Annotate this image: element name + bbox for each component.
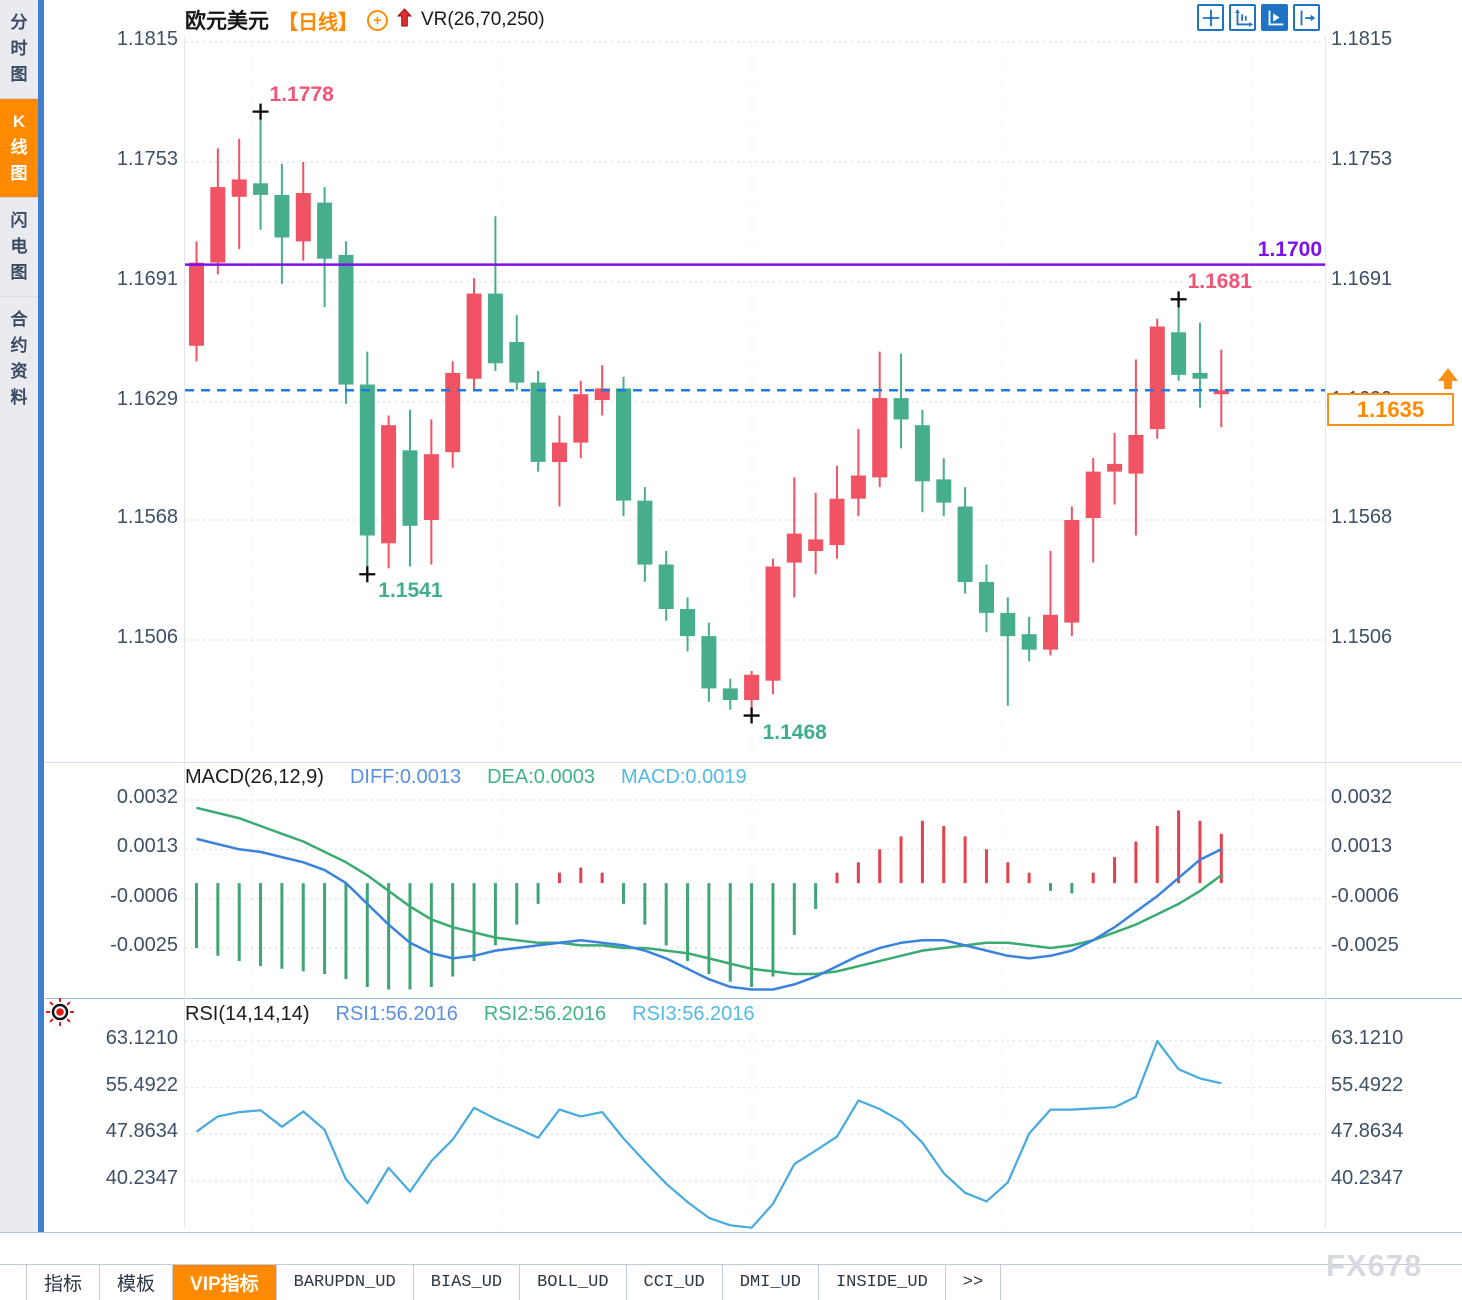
vr-indicator-label: VR(26,70,250) (421, 9, 545, 30)
rsi2-value: RSI2:56.2016 (483, 1003, 607, 1025)
sidebar-divider (38, 0, 44, 1232)
left-sidebar: 分时图 K线图 闪电图 合约资料 (0, 0, 38, 1232)
trend-play-icon[interactable] (1261, 4, 1288, 31)
tab-inside[interactable]: INSIDE_UD (819, 1265, 946, 1300)
tab-barupdn[interactable]: BARUPDN_UD (277, 1265, 414, 1300)
sidebar-tab-contract-info[interactable]: 合约资料 (0, 296, 38, 421)
sidebar-tab-timeshare[interactable]: 分时图 (0, 0, 38, 98)
symbol-title: 欧元美元 (185, 10, 269, 33)
sidebar-tab-label: 分时图 (10, 13, 28, 84)
current-price-badge: 1.1635 (1327, 393, 1454, 426)
tab-templates[interactable]: 模板 (100, 1265, 174, 1300)
tab-boll[interactable]: BOLL_UD (520, 1265, 627, 1300)
tab-bias[interactable]: BIAS_UD (414, 1265, 521, 1300)
macd-dea-value: DEA:0.0003 (487, 766, 595, 788)
macd-title: MACD(26,12,9) (185, 766, 324, 788)
tab-vip-indicators[interactable]: VIP指标 (173, 1265, 277, 1300)
sidebar-tab-label: K线图 (10, 112, 28, 183)
add-indicator-icon[interactable]: + (367, 9, 388, 31)
period-tag: 【日线】 (278, 11, 358, 34)
sidebar-tab-label: 闪电图 (10, 211, 28, 282)
rsi3-value: RSI3:56.2016 (632, 1003, 755, 1025)
tab-dmi[interactable]: DMI_UD (723, 1265, 819, 1300)
tab-indicators[interactable]: 指标 (26, 1265, 101, 1300)
tab-cci[interactable]: CCI_UD (627, 1265, 723, 1300)
macd-header: MACD(26,12,9) DIFF:0.0013 DEA:0.0003 MAC… (185, 766, 747, 789)
rsi-title: RSI(14,14,14) (185, 1003, 310, 1025)
sidebar-tab-kline[interactable]: K线图 (0, 98, 38, 197)
crosshair-icon[interactable] (1197, 4, 1224, 31)
axis-scale-icon[interactable] (1229, 4, 1256, 31)
rsi1-value: RSI1:56.2016 (335, 1003, 458, 1025)
macd-macd-value: MACD:0.0019 (620, 766, 747, 788)
sidebar-tab-lightning[interactable]: 闪电图 (0, 197, 38, 296)
macd-diff-value: DIFF:0.0013 (349, 766, 462, 788)
indicator-settings-icon[interactable] (45, 997, 75, 1032)
rsi-header: RSI(14,14,14) RSI1:56.2016 RSI2:56.2016 … (185, 1003, 755, 1026)
indicator-tab-bar: 指标 模板 VIP指标 BARUPDN_UD BIAS_UD BOLL_UD CCI_UD D… (0, 1264, 1462, 1300)
price-up-arrow-icon (1438, 368, 1458, 389)
date-axis-row (0, 1232, 1462, 1265)
toolbar (1197, 4, 1320, 31)
chart-header: 欧元美元 【日线】 + VR(26,70,250) (185, 5, 545, 35)
sidebar-tab-label: 合约资料 (10, 310, 28, 407)
up-arrow-icon (396, 8, 413, 32)
pan-right-icon[interactable] (1293, 4, 1320, 31)
tab-more[interactable]: >> (946, 1265, 1002, 1300)
